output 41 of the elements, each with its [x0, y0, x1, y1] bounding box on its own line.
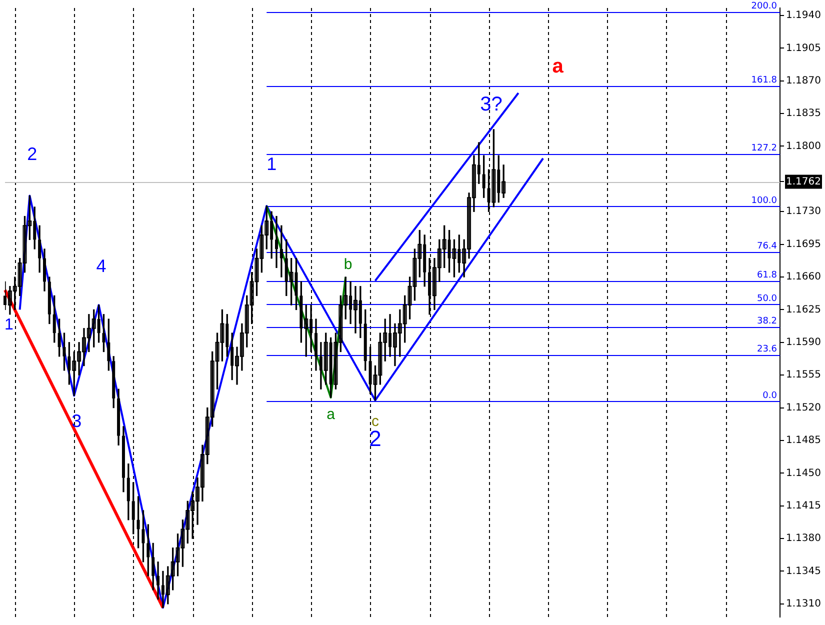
y-tick-label: 1.1520: [786, 402, 822, 414]
y-tick-label: 1.1345: [786, 566, 822, 577]
y-tick-label: 1.1800: [786, 140, 822, 152]
annotation: b: [344, 256, 352, 274]
candlestick: [280, 225, 283, 278]
y-tick-label: 1.1870: [786, 75, 822, 86]
y-tick-label: 1.1940: [786, 10, 822, 22]
annotation: 161.8: [751, 75, 778, 86]
annotation: 23.6: [756, 344, 778, 354]
y-tick-label: 1.1730: [786, 206, 822, 218]
y-tick-label: 1.1905: [786, 42, 822, 54]
candlestick: [275, 216, 278, 268]
y-tick-label: 1.1835: [786, 108, 822, 120]
y-tick-label: 1.1310: [786, 598, 822, 610]
annotation: 1: [266, 154, 277, 174]
y-tick-label: 1.1660: [786, 272, 822, 283]
annotation: a: [552, 56, 564, 78]
y-tick-label: 1.1590: [786, 336, 822, 348]
annotation: 200.0: [751, 2, 778, 12]
annotation: 61.8: [756, 270, 778, 281]
annotation: 127.2: [751, 144, 778, 154]
candlestick: [156, 562, 160, 600]
annotation: 4: [96, 256, 106, 276]
y-tick-label: 1.1415: [786, 500, 822, 512]
annotation: 100.0: [751, 196, 778, 206]
y-tick-label: 1.1695: [786, 238, 822, 250]
annotation: 3?: [480, 94, 502, 116]
y-tick-label: 1.1762: [786, 176, 822, 188]
y-tick-label: 1.1380: [786, 533, 822, 544]
annotation: 1: [4, 316, 14, 334]
annotation: 0.0: [762, 391, 778, 402]
y-tick-label: 1.1485: [786, 435, 822, 446]
annotation: 76.4: [756, 242, 778, 252]
y-tick-label: 1.1625: [786, 304, 822, 316]
annotation: 3: [72, 410, 82, 431]
annotation: 38.2: [756, 316, 778, 326]
annotation: a: [326, 406, 336, 424]
y-tick-label: 1.1555: [786, 370, 822, 381]
y-tick-label: 1.1450: [786, 468, 822, 479]
annotation: 50.0: [756, 294, 778, 304]
annotation: 2: [27, 144, 38, 164]
